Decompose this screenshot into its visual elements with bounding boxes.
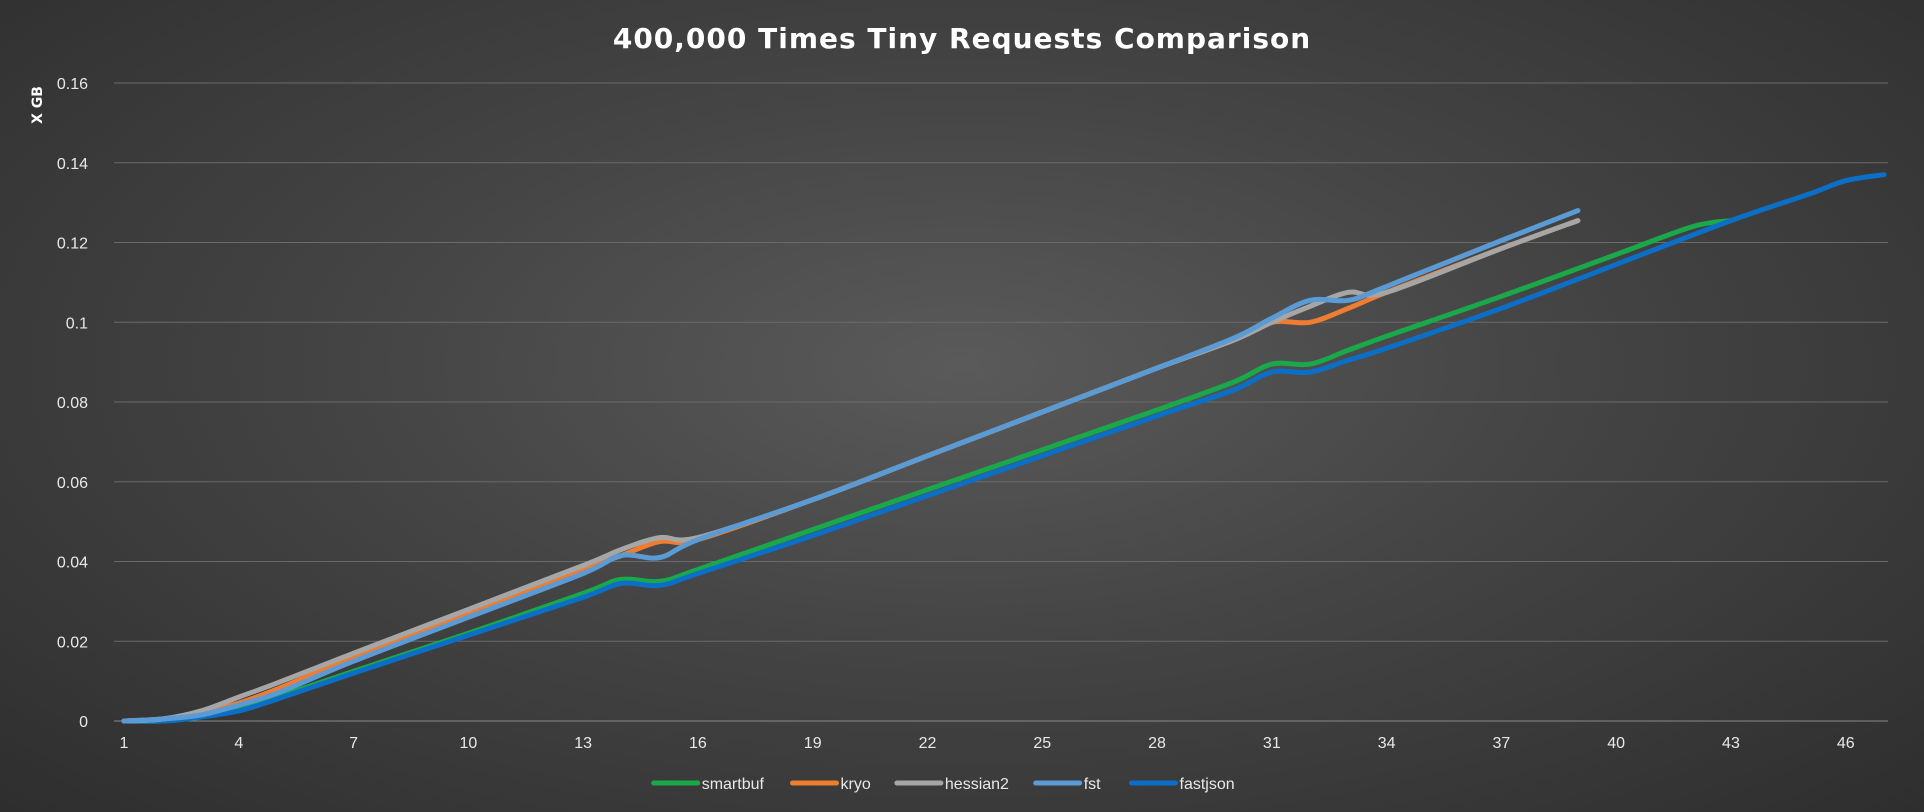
x-tick-label: 16: [689, 735, 707, 752]
y-tick-label: 0.16: [57, 76, 88, 93]
x-tick-label: 1: [120, 735, 129, 752]
series-line-fastjson: [121, 172, 1887, 724]
y-tick-label: 0.06: [57, 475, 88, 492]
series-lines: [121, 172, 1887, 724]
legend-label: kryo: [841, 776, 871, 793]
chart-title: 400,000 Times Tiny Requests Comparison: [613, 22, 1311, 55]
x-axis-ticks: 1 4 7 10 13 16 19 22 25 28 31 34 37 40 43 46: [120, 735, 1855, 752]
y-tick-label: 0.02: [57, 634, 88, 651]
x-tick-label: 34: [1378, 735, 1396, 752]
x-tick-label: 10: [459, 735, 477, 752]
x-tick-label: 25: [1033, 735, 1051, 752]
series-line-fst: [121, 208, 1581, 724]
x-tick-label: 13: [574, 735, 592, 752]
y-tick-label: 0.08: [57, 395, 88, 412]
x-tick-label: 22: [919, 735, 937, 752]
x-tick-label: 46: [1837, 735, 1855, 752]
x-tick-label: 37: [1492, 735, 1510, 752]
legend-item-smartbuf: smartbuf: [651, 776, 765, 793]
x-tick-label: 28: [1148, 735, 1166, 752]
legend: smartbuf kryo hessian2 fst fastjson: [651, 776, 1235, 793]
x-tick-label: 31: [1263, 735, 1281, 752]
x-tick-label: 43: [1722, 735, 1740, 752]
legend-item-hessian2: hessian2: [894, 776, 1009, 793]
legend-item-kryo: kryo: [790, 776, 871, 793]
y-axis-ticks: 0 0.02 0.04 0.06 0.08 0.1 0.12 0.14 0.16: [57, 76, 88, 731]
legend-label: hessian2: [945, 776, 1009, 793]
x-tick-label: 4: [234, 735, 243, 752]
legend-label: fastjson: [1180, 776, 1235, 793]
y-tick-label: 0.1: [66, 315, 88, 332]
legend-label: fst: [1084, 776, 1101, 793]
x-tick-label: 7: [349, 735, 358, 752]
x-tick-label: 40: [1607, 735, 1625, 752]
x-tick-label: 19: [804, 735, 822, 752]
legend-label: smartbuf: [702, 776, 765, 793]
y-tick-label: 0.12: [57, 236, 88, 253]
y-axis-label: X GB: [30, 86, 46, 124]
legend-item-fst: fst: [1033, 776, 1101, 793]
legend-item-fastjson: fastjson: [1129, 776, 1235, 793]
y-tick-label: 0.04: [57, 555, 88, 572]
y-tick-label: 0: [79, 714, 88, 731]
y-tick-label: 0.14: [57, 156, 88, 173]
gridlines: [114, 82, 1888, 722]
